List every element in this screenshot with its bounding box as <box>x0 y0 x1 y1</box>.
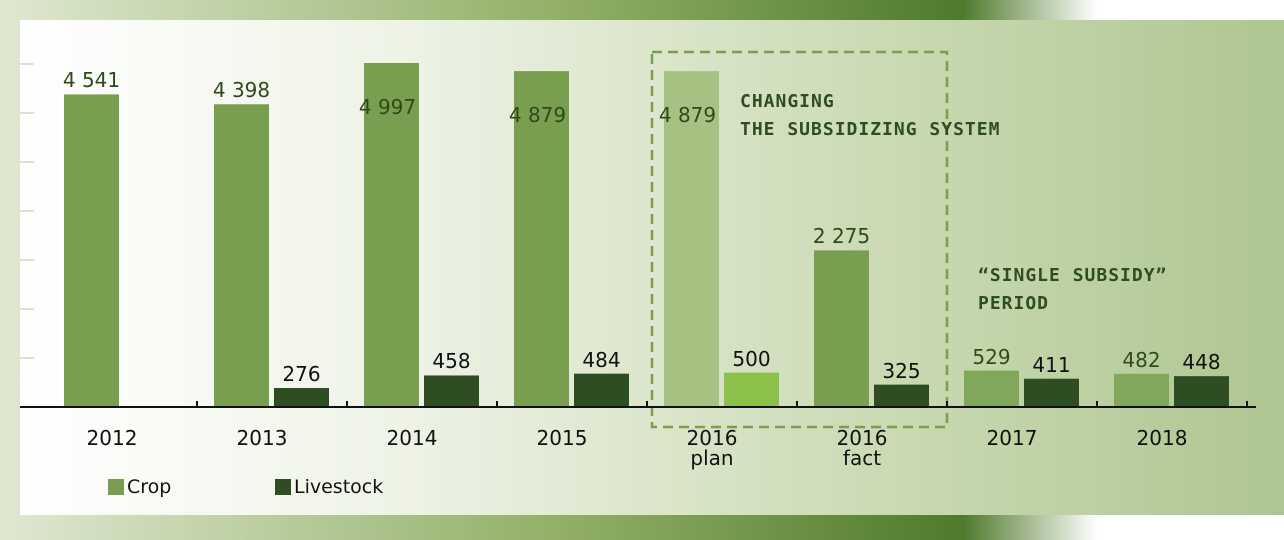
legend-entry: Livestock <box>275 476 383 498</box>
x-tick-label: 2013 <box>236 426 288 450</box>
x-tick-label: 2017 <box>986 426 1038 450</box>
legend-swatch <box>275 479 291 495</box>
bar <box>364 63 419 407</box>
value-label: 276 <box>282 362 321 386</box>
value-label: 458 <box>432 349 471 374</box>
legend-label: Crop <box>127 476 172 498</box>
bar <box>664 71 719 407</box>
bar <box>214 104 269 408</box>
x-tick-label: 2012 <box>86 426 138 450</box>
annotation: “SINGLE SUBSIDY” PERIOD <box>978 265 1168 314</box>
bar <box>274 388 329 407</box>
value-label: 4 541 <box>62 68 121 93</box>
annotation: CHANGING THE SUBSIDIZING SYSTEM <box>740 91 1001 140</box>
legend-swatch <box>108 479 124 495</box>
value-label: 448 <box>1182 350 1221 375</box>
x-tick-label: 2014 <box>386 426 438 450</box>
value-label: 2 275 <box>812 224 871 249</box>
value-label: 325 <box>882 358 921 383</box>
value-label: 482 <box>1122 347 1161 372</box>
value-label: 500 <box>732 346 771 371</box>
bar <box>814 250 869 407</box>
bar <box>964 370 1019 407</box>
bar <box>1114 373 1169 407</box>
bar <box>64 94 119 408</box>
value-label: 4 879 <box>508 103 567 128</box>
bar <box>574 373 629 407</box>
value-label: 4 879 <box>658 103 717 128</box>
legend-entry: Crop <box>108 476 171 498</box>
bar <box>514 71 569 407</box>
value-label: 484 <box>582 347 621 372</box>
legend-label: Livestock <box>294 476 384 498</box>
bar <box>1174 376 1229 407</box>
value-label: 4 398 <box>212 78 271 103</box>
x-tick-label: 2016 fact <box>836 426 888 470</box>
x-tick-label: 2015 <box>536 426 588 450</box>
highlight-frame <box>650 50 949 429</box>
bar <box>874 384 929 407</box>
x-tick-label: 2016 plan <box>686 426 738 470</box>
bar <box>424 375 479 407</box>
x-tick-label: 2018 <box>1136 426 1188 450</box>
value-label: 4 997 <box>358 95 417 119</box>
bar <box>1024 378 1079 407</box>
value-label: 529 <box>972 344 1011 369</box>
value-label: 411 <box>1032 352 1071 377</box>
bar <box>724 372 779 407</box>
